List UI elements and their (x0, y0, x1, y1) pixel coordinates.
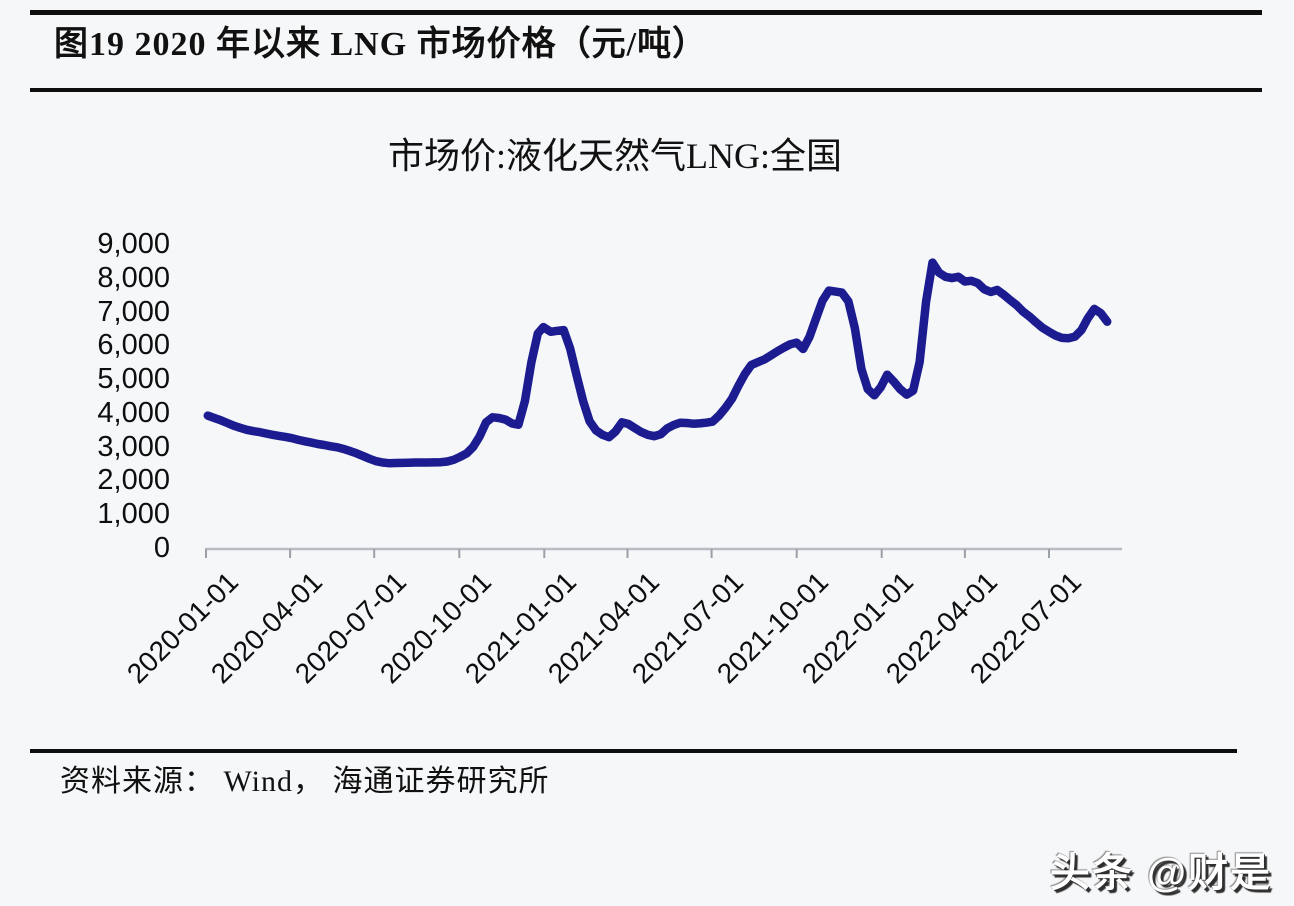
price-line (203, 258, 1112, 468)
y-tick-label: 6,000 (97, 329, 170, 362)
watermark-toutiao-caishi: 头条 @财是 (1049, 851, 1272, 895)
y-tick-label: 9,000 (97, 228, 170, 260)
header-divider (30, 88, 1262, 92)
y-tick-label: 8,000 (97, 261, 170, 294)
y-tick-label: 3,000 (97, 430, 170, 463)
y-tick-label: 5,000 (97, 363, 170, 396)
figure-title: 图19 2020 年以来 LNG 市场价格（元/吨） (54, 26, 708, 63)
chart-title: 市场价:液化天然气LNG:全国 (388, 136, 842, 176)
y-tick-label: 7,000 (97, 295, 170, 328)
y-tick-label: 4,000 (97, 396, 170, 429)
y-tick-label: 1,000 (97, 498, 170, 531)
source-divider (30, 749, 1237, 753)
source-label: 资料来源： Wind， 海通证券研究所 (60, 765, 550, 798)
top-divider (30, 10, 1262, 15)
y-tick-label: 0 (153, 532, 170, 564)
y-tick-label: 2,000 (97, 464, 170, 497)
